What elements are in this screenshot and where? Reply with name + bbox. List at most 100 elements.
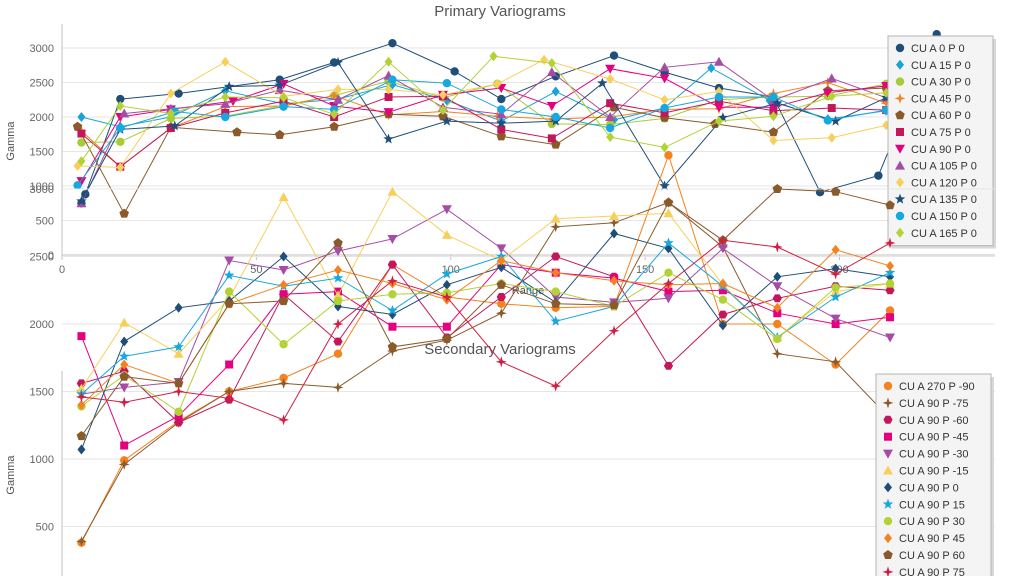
legend-marker <box>884 533 892 544</box>
data-point <box>224 298 234 308</box>
data-point <box>496 293 506 301</box>
legend-label: CU A 90 P -75 <box>899 398 969 410</box>
legend-item[interactable]: CU A 45 P 0 <box>894 92 971 106</box>
data-point <box>279 102 288 111</box>
data-point <box>830 314 841 324</box>
legend[interactable]: CU A 0 P 0 CU A 15 P 0 CU A 30 P 0 CU A 45 … <box>887 35 996 249</box>
legend-item[interactable]: CU A 150 P 0 <box>895 211 977 223</box>
legend-item[interactable]: CU A 90 P 0 <box>895 144 971 156</box>
series-line <box>81 95 887 168</box>
data-point <box>610 228 619 239</box>
data-point <box>546 101 557 111</box>
series-cu-a-90-p-60 <box>76 252 895 427</box>
data-point <box>119 371 129 381</box>
data-point <box>442 279 451 290</box>
legend-item[interactable]: CU A 120 P 0 <box>896 177 977 189</box>
legend-label: CU A 90 P -15 <box>899 466 969 478</box>
legend-item[interactable]: CU A 90 P -15 <box>883 465 969 478</box>
legend-marker <box>883 517 893 526</box>
data-point <box>769 135 778 146</box>
legend-item[interactable]: CU A 75 P 0 <box>896 127 971 139</box>
data-point <box>717 112 729 123</box>
legend-item[interactable]: CU A 90 P 15 <box>882 498 965 512</box>
data-point <box>718 320 727 331</box>
data-point <box>830 186 841 196</box>
legend-label: CU A 15 P 0 <box>911 60 971 72</box>
legend-item[interactable]: CU A 90 P 45 <box>884 533 965 545</box>
legend-item[interactable]: CU A 90 P -60 <box>883 415 969 427</box>
data-point <box>173 341 184 352</box>
legend-marker <box>883 449 893 459</box>
data-point <box>718 310 728 319</box>
series-line <box>77 59 887 168</box>
chart-title: Primary Variograms <box>434 3 565 20</box>
legend-marker <box>896 227 904 238</box>
data-point <box>75 535 87 547</box>
data-point <box>547 134 556 143</box>
legend-item[interactable]: CU A 15 P 0 <box>896 59 971 72</box>
legend-item[interactable]: CU A 90 P -75 <box>882 397 969 410</box>
data-point <box>279 290 288 299</box>
data-point <box>495 307 507 319</box>
data-point <box>333 349 343 358</box>
data-point <box>663 294 674 304</box>
legend-item[interactable]: CU A 30 P 0 <box>895 77 971 89</box>
data-point <box>659 62 670 72</box>
data-point <box>332 381 344 393</box>
legend-marker <box>882 397 894 409</box>
data-point <box>497 255 506 266</box>
series-line <box>80 34 938 204</box>
data-point <box>547 58 556 69</box>
data-point <box>118 396 130 408</box>
data-point <box>606 132 615 143</box>
legend-item[interactable]: CU A 90 P 0 <box>884 482 959 494</box>
data-point <box>551 267 560 278</box>
data-point <box>606 74 615 85</box>
data-point <box>822 77 834 88</box>
data-point <box>77 156 86 167</box>
legend-item[interactable]: CU A 60 P 0 <box>895 110 971 122</box>
y-tick-label: 0 <box>48 250 54 262</box>
data-point <box>772 294 782 303</box>
legend-label: CU A 90 P 0 <box>911 144 971 156</box>
legend-item[interactable]: CU A 90 P 30 <box>883 516 965 528</box>
legend-item[interactable]: CU A 270 P -90 <box>883 381 975 393</box>
data-point <box>550 315 561 326</box>
series-line <box>81 242 891 395</box>
series-line <box>80 61 887 202</box>
data-point <box>384 92 393 101</box>
legend-label: CU A 90 P 45 <box>899 533 965 545</box>
data-point <box>496 117 507 128</box>
legend-item[interactable]: CU A 165 P 0 <box>896 227 977 240</box>
legend-item[interactable]: CU A 90 P 60 <box>883 550 965 562</box>
legend-marker <box>884 482 892 493</box>
data-point <box>609 300 619 310</box>
data-point <box>546 67 557 77</box>
series-cu-a-165-p-0 <box>77 51 891 167</box>
data-point <box>116 137 125 147</box>
legend-item[interactable]: CU A 90 P 75 <box>882 566 965 576</box>
data-point <box>278 377 290 389</box>
legend-item[interactable]: CU A 105 P 0 <box>895 160 977 173</box>
data-point <box>232 127 242 137</box>
data-point <box>279 92 288 103</box>
y-tick-label: 2500 <box>30 78 54 90</box>
y-tick-label: 2000 <box>30 112 54 124</box>
data-point <box>387 341 398 351</box>
data-point <box>334 84 343 95</box>
data-point <box>659 180 670 191</box>
legend[interactable]: CU A 270 P -90 CU A 90 P -75 CU A 90 P -60… <box>875 373 994 576</box>
legend-item[interactable]: CU A 0 P 0 <box>895 43 965 55</box>
legend-item[interactable]: CU A 90 P -45 <box>884 432 969 444</box>
x-tick-label: 0 <box>59 264 65 276</box>
legend-label: CU A 45 P 0 <box>911 93 971 105</box>
data-point <box>279 251 288 262</box>
data-point <box>77 332 86 341</box>
data-point <box>605 64 616 74</box>
data-point <box>73 181 82 190</box>
data-point <box>663 197 674 207</box>
legend-item[interactable]: CU A 90 P -30 <box>883 449 969 461</box>
data-point <box>383 133 394 144</box>
chart-title: Secondary Variograms <box>424 341 575 358</box>
legend-item[interactable]: CU A 135 P 0 <box>894 193 977 207</box>
